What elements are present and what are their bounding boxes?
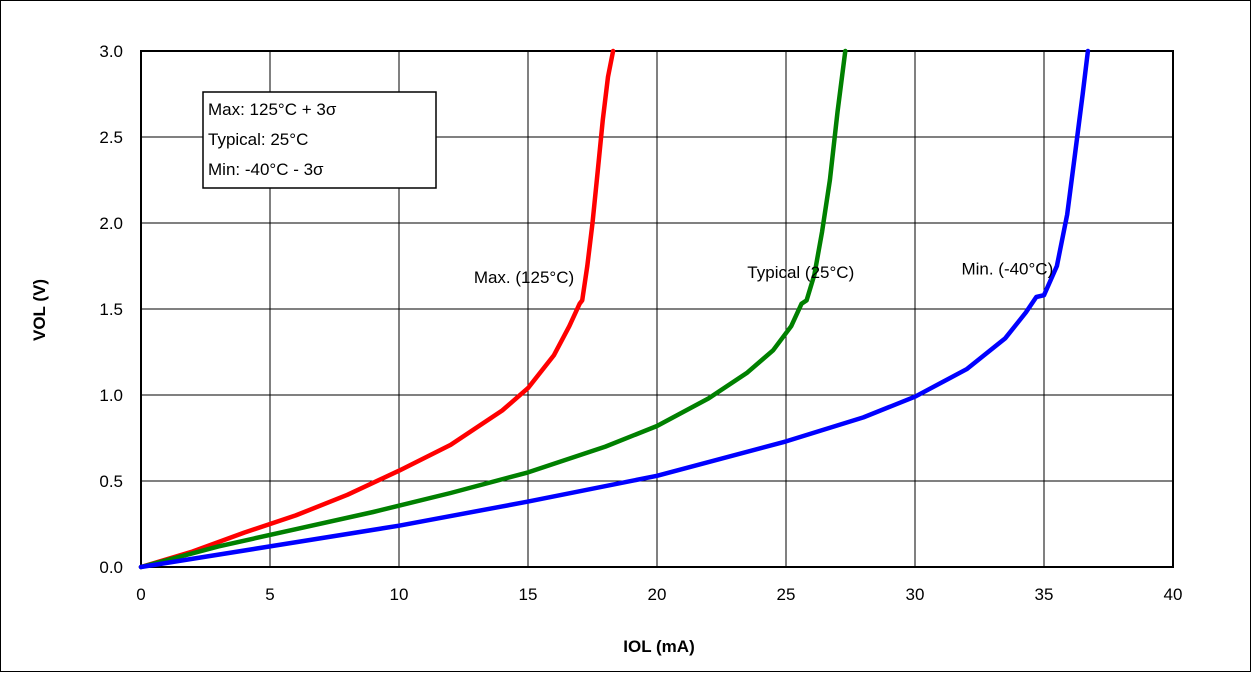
curve-label-1: Typical (25°C) — [747, 263, 854, 282]
y-tick-label: 0.0 — [99, 558, 123, 577]
x-tick-label: 35 — [1035, 585, 1054, 604]
x-tick-label: 5 — [265, 585, 274, 604]
x-tick-label: 30 — [906, 585, 925, 604]
x-tick-label: 0 — [136, 585, 145, 604]
curve-label-2: Min. (-40°C) — [961, 260, 1053, 279]
y-tick-label: 1.5 — [99, 300, 123, 319]
plot-border — [140, 50, 1174, 568]
y-axis-title: VOL (V) — [30, 279, 49, 341]
curve-label-0: Max. (125°C) — [474, 268, 574, 287]
x-tick-label: 40 — [1164, 585, 1183, 604]
y-tick-label: 2.5 — [99, 128, 123, 147]
y-tick-label: 3.0 — [99, 42, 123, 61]
x-tick-label: 10 — [390, 585, 409, 604]
series-line-2 — [138, 48, 1091, 570]
legend-line-min: Min: -40°C - 3σ — [208, 160, 324, 179]
y-tick-label: 0.5 — [99, 472, 123, 491]
series-lines — [138, 48, 1091, 570]
y-tick-label: 2.0 — [99, 214, 123, 233]
series-line-0 — [138, 48, 616, 570]
y-tick-label: 1.0 — [99, 386, 123, 405]
series-line-1 — [138, 48, 848, 570]
x-tick-label: 15 — [519, 585, 538, 604]
legend-frame — [202, 91, 437, 189]
legend-line-max: Max: 125°C + 3σ — [208, 100, 337, 119]
x-tick-label: 20 — [648, 585, 667, 604]
grid — [141, 51, 1173, 567]
curve-labels: Max. (125°C) Typical (25°C) Min. (-40°C) — [474, 260, 1053, 288]
x-tick-label: 25 — [777, 585, 796, 604]
legend-line-typical: Typical: 25°C — [208, 130, 308, 149]
x-axis-title: IOL (mA) — [623, 637, 694, 656]
y-tick-labels: 0.0 0.5 1.0 1.5 2.0 2.5 3.0 — [99, 42, 123, 577]
x-tick-labels: 0 5 10 15 20 25 30 35 40 — [136, 585, 1182, 604]
legend-box: Max: 125°C + 3σ Typical: 25°C Min: -40°C… — [202, 91, 437, 189]
